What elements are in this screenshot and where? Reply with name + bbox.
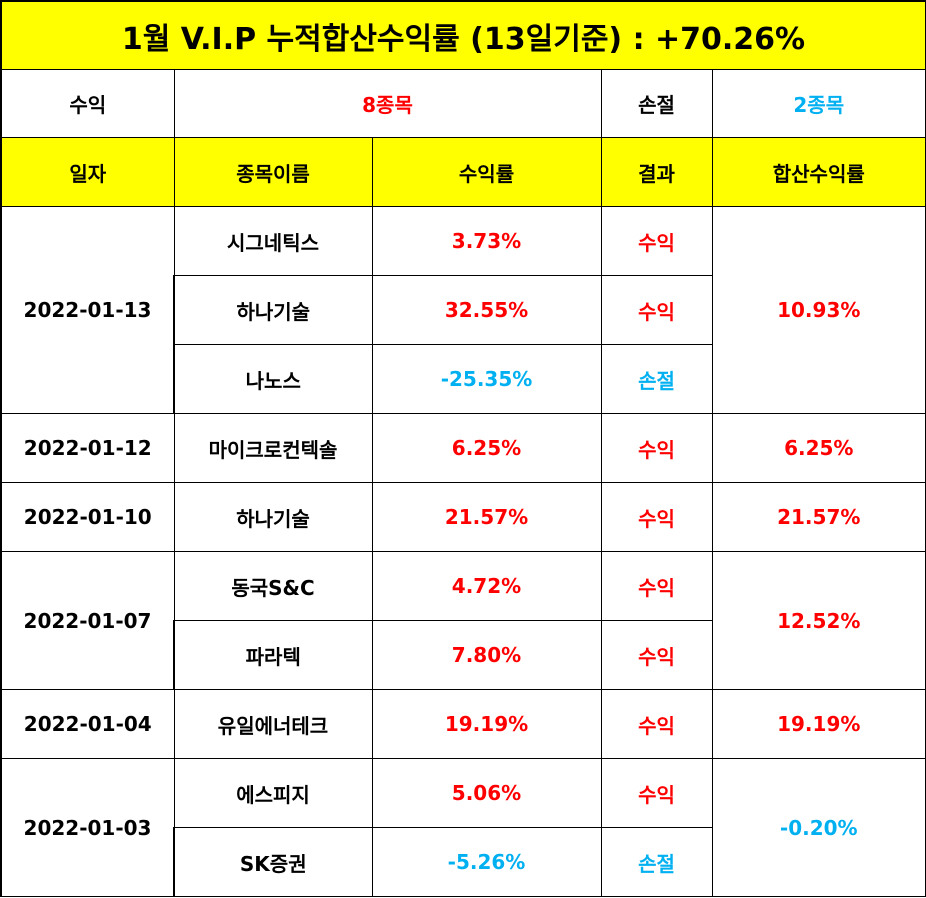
date-cell: 2022-01-13 <box>0 206 175 414</box>
date-cell: 2022-01-12 <box>0 413 175 483</box>
result-cell: 손절 <box>600 344 713 414</box>
stock-name-cell: 유일에너테크 <box>173 689 373 759</box>
result-cell: 수익 <box>600 758 713 828</box>
stock-name-cell: SK증권 <box>173 827 373 897</box>
total-return-cell: -0.20% <box>711 758 926 897</box>
stock-name-cell: 에스피지 <box>173 758 373 828</box>
header-total-return: 합산수익률 <box>711 137 926 207</box>
profit-count-label: 수익 <box>0 69 175 138</box>
result-cell: 수익 <box>600 482 713 552</box>
loss-count-value: 2종목 <box>711 69 926 138</box>
loss-count-label: 손절 <box>600 69 713 138</box>
result-cell: 수익 <box>600 413 713 483</box>
result-cell: 수익 <box>600 275 713 345</box>
header-date: 일자 <box>0 137 175 207</box>
stock-name-cell: 파라텍 <box>173 620 373 690</box>
result-cell: 수익 <box>600 689 713 759</box>
date-cell: 2022-01-03 <box>0 758 175 897</box>
total-return-cell: 19.19% <box>711 689 926 759</box>
result-cell: 수익 <box>600 551 713 621</box>
table-row: 2022-01-13 시그네틱스 3.73% 수익 10.93% <box>0 206 926 414</box>
return-rate-cell: 5.06% <box>371 758 602 828</box>
table-title: 1월 V.I.P 누적합산수익률 (13일기준) : +70.26% <box>0 0 926 70</box>
header-row: 일자 종목이름 수익률 결과 합산수익률 <box>0 137 926 207</box>
summary-row: 수익 8종목 손절 2종목 <box>0 69 926 138</box>
return-rate-cell: -25.35% <box>371 344 602 414</box>
header-result: 결과 <box>600 137 713 207</box>
stock-name-cell: 마이크로컨텍솔 <box>173 413 373 483</box>
return-rate-cell: 32.55% <box>371 275 602 345</box>
stock-name-cell: 동국S&C <box>173 551 373 621</box>
result-cell: 손절 <box>600 827 713 897</box>
return-rate-cell: 19.19% <box>371 689 602 759</box>
table-row: SK증권 -5.26% 손절 <box>1 827 926 897</box>
date-cell: 2022-01-04 <box>0 689 175 759</box>
return-rate-cell: 7.80% <box>371 620 602 690</box>
result-cell: 수익 <box>600 206 713 276</box>
total-return-cell: 10.93% <box>711 206 926 414</box>
table-row: 하나기술 32.55% 수익 <box>1 275 926 345</box>
return-rate-cell: -5.26% <box>371 827 602 897</box>
return-rate-cell: 21.57% <box>371 482 602 552</box>
table-row: 2022-01-03 에스피지 5.06% 수익 -0.20% <box>0 758 926 897</box>
stock-name-cell: 하나기술 <box>173 275 373 345</box>
return-rate-cell: 3.73% <box>371 206 602 276</box>
table-row: 2022-01-04 유일에너테크 19.19% 수익 19.19% <box>0 689 926 759</box>
return-rate-cell: 6.25% <box>371 413 602 483</box>
header-return-rate: 수익률 <box>371 137 602 207</box>
return-rate-cell: 4.72% <box>371 551 602 621</box>
table-row: 2022-01-10 하나기술 21.57% 수익 21.57% <box>0 482 926 552</box>
date-cell: 2022-01-10 <box>0 482 175 552</box>
table-row: 2022-01-12 마이크로컨텍솔 6.25% 수익 6.25% <box>0 413 926 483</box>
stock-name-cell: 하나기술 <box>173 482 373 552</box>
total-return-cell: 6.25% <box>711 413 926 483</box>
total-return-cell: 12.52% <box>711 551 926 690</box>
date-cell: 2022-01-07 <box>0 551 175 690</box>
profit-count-value: 8종목 <box>173 69 602 138</box>
stock-name-cell: 시그네틱스 <box>173 206 373 276</box>
table-row: 2022-01-07 동국S&C 4.72% 수익 12.52% <box>0 551 926 690</box>
header-stock-name: 종목이름 <box>173 137 373 207</box>
stock-name-cell: 나노스 <box>173 344 373 414</box>
result-cell: 수익 <box>600 620 713 690</box>
total-return-cell: 21.57% <box>711 482 926 552</box>
